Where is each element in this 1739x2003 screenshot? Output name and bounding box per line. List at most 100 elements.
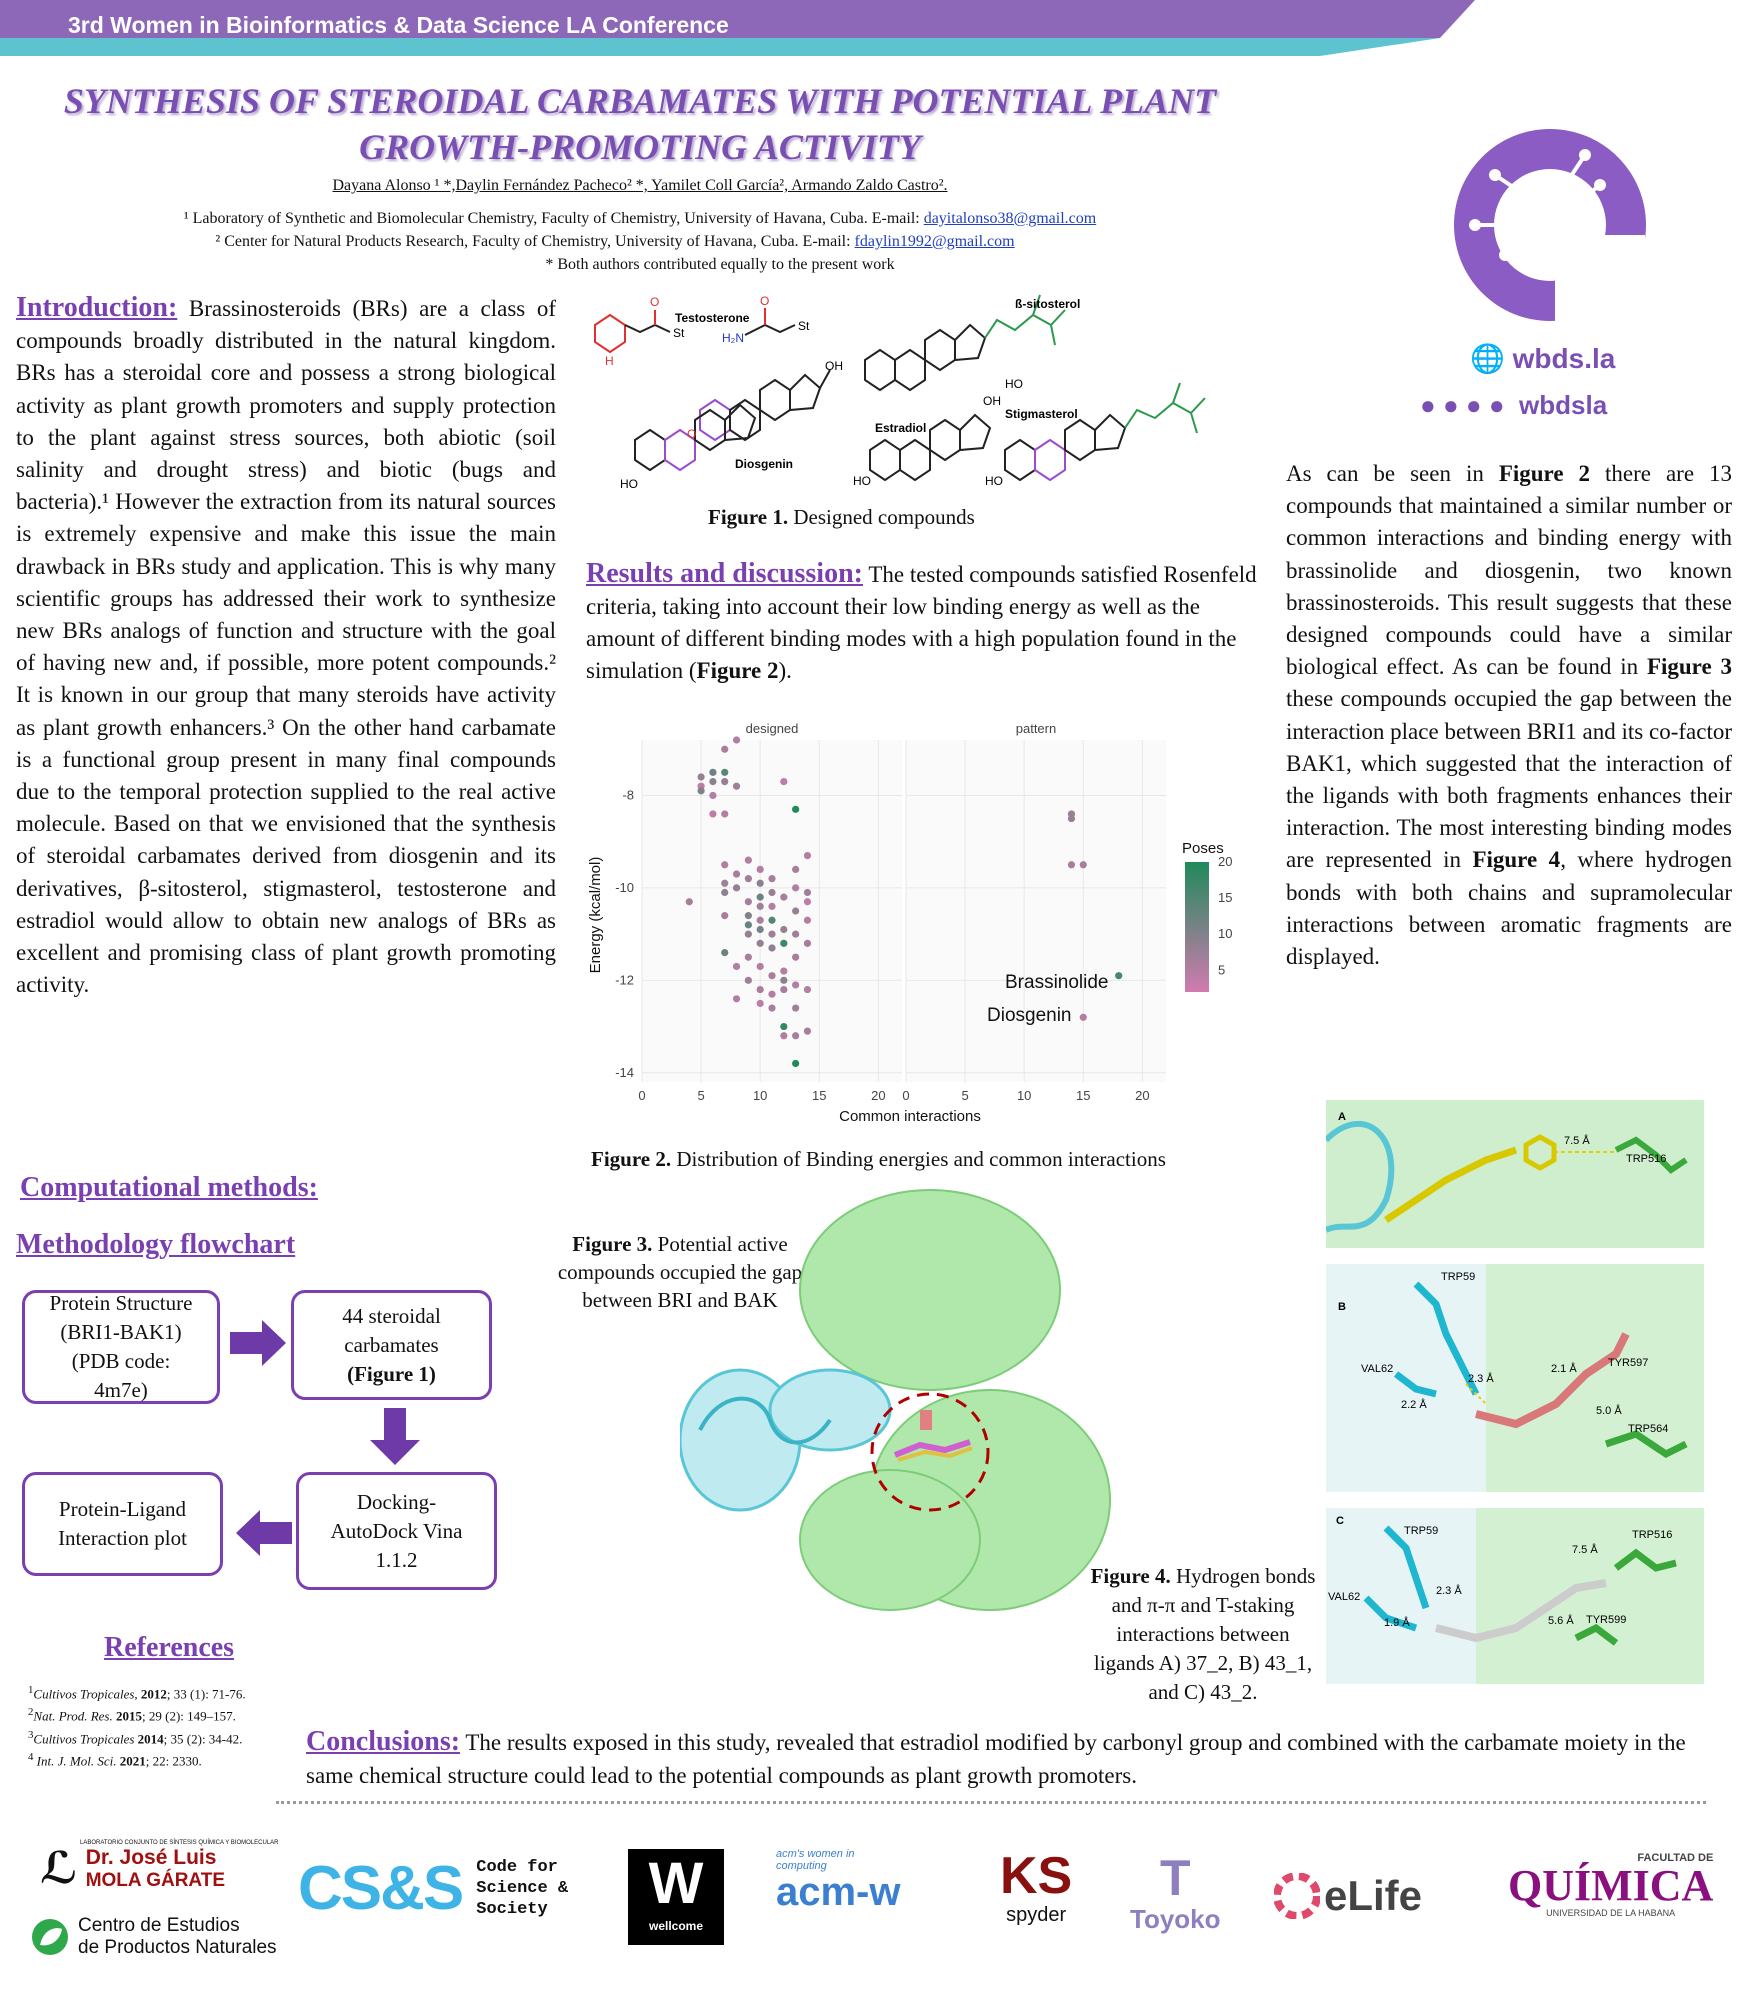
x-tick-label: 5 xyxy=(697,1088,704,1103)
svg-text:1.9 Å: 1.9 Å xyxy=(1384,1616,1410,1629)
panel-designed-bg xyxy=(642,740,902,1082)
svg-text:TRP59: TRP59 xyxy=(1404,1525,1438,1537)
divider xyxy=(276,1801,1706,1804)
data-point xyxy=(792,805,800,813)
data-point xyxy=(685,898,693,906)
svg-text:OH: OH xyxy=(825,359,843,373)
data-point xyxy=(1079,1013,1087,1021)
globe-icon: 🌐 xyxy=(1470,343,1505,374)
figure-2-caption: Figure 2. Distribution of Binding energi… xyxy=(591,1147,1166,1171)
data-point xyxy=(792,1004,800,1012)
data-point xyxy=(732,884,741,892)
data-point xyxy=(780,925,788,934)
svg-text:A: A xyxy=(1338,1111,1346,1123)
data-point xyxy=(768,888,776,897)
references-list: 1Cultivos Tropicales, 2012; 33 (1): 71-7… xyxy=(28,1681,246,1770)
facebook-icon: ● xyxy=(1442,390,1459,420)
email-link-1[interactable]: dayitalonso38@gmail.com xyxy=(923,210,1097,227)
conference-name: 3rd Women in Bioinformatics & Data Scien… xyxy=(68,12,729,38)
elife-icon xyxy=(1274,1873,1320,1919)
wbds-website[interactable]: 🌐 wbds.la xyxy=(1470,343,1616,374)
y-tick-label: -14 xyxy=(615,1065,634,1080)
legend-tick-label: 10 xyxy=(1218,926,1232,941)
data-point xyxy=(721,861,729,869)
svg-text:HO: HO xyxy=(985,474,1003,488)
data-point xyxy=(709,791,717,800)
legend-colorbar xyxy=(1185,862,1209,992)
data-point xyxy=(721,888,729,897)
data-point xyxy=(792,865,800,874)
annotation-brassinolide: Brassinolide xyxy=(1005,972,1109,993)
chart-grid xyxy=(641,740,1166,1082)
title-line-2: GROWTH-PROMOTING ACTIVITY xyxy=(359,127,921,167)
svg-text:7.5 Å: 7.5 Å xyxy=(1564,1134,1590,1147)
data-point xyxy=(780,893,788,901)
email-link-2[interactable]: fdaylin1992@gmail.com xyxy=(854,233,1015,250)
data-point xyxy=(756,925,764,934)
panel-label-designed: designed xyxy=(746,721,799,736)
affiliation-1: ¹ Laboratory of Synthetic and Biomolecul… xyxy=(183,210,1097,227)
data-point xyxy=(721,768,729,776)
svg-text:Stigmasterol: Stigmasterol xyxy=(1005,407,1078,421)
data-point xyxy=(803,916,812,924)
data-point xyxy=(709,810,717,818)
svg-text:HO: HO xyxy=(853,474,871,488)
data-point xyxy=(732,870,741,878)
data-point xyxy=(744,930,752,938)
results-section: Results and discussion: The tested compo… xyxy=(586,558,1257,683)
x-tick-label: 20 xyxy=(1135,1088,1149,1103)
svg-text:OH: OH xyxy=(983,394,1001,408)
data-point xyxy=(780,1032,788,1040)
svg-text:O: O xyxy=(687,427,696,441)
svg-text:St: St xyxy=(673,326,685,340)
x-tick-label: 5 xyxy=(961,1088,968,1103)
arrow-right-icon xyxy=(230,1320,286,1366)
references-heading: References xyxy=(104,1632,235,1663)
data-point xyxy=(792,1032,800,1040)
data-point xyxy=(803,939,812,947)
arrow-down-icon xyxy=(370,1408,420,1465)
logo-mola-garate: LABORATORIO CONJUNTO DE SÍNTESIS QUÍMICA… xyxy=(40,1840,279,1893)
data-point xyxy=(697,787,705,795)
svg-text:TRP59: TRP59 xyxy=(1441,1271,1475,1283)
x-tick-label: 10 xyxy=(753,1088,767,1103)
data-point xyxy=(756,902,764,910)
logo-wellcome: W wellcome xyxy=(628,1849,724,1945)
y-axis-label: Energy (kcal/mol) xyxy=(587,857,604,974)
svg-text:Estradiol: Estradiol xyxy=(875,421,926,435)
data-point xyxy=(697,773,705,781)
figure-2-chart: 0 5 10 15 20 0 5 10 15 20 -8 -10 -12 -14 designed pat… xyxy=(587,721,1232,1125)
logo-css: CS&S Code for Science & Society xyxy=(298,1854,569,1923)
svg-text:HO: HO xyxy=(620,477,638,491)
reference-2: 2Nat. Prod. Res. 2015; 29 (2): 149–157. xyxy=(28,1706,236,1724)
svg-text:St: St xyxy=(798,319,810,333)
figure-3-protein xyxy=(680,1189,1111,1611)
data-point xyxy=(792,981,800,989)
data-point xyxy=(768,1004,776,1012)
data-point xyxy=(744,856,752,864)
svg-text:2.3 Å: 2.3 Å xyxy=(1436,1584,1462,1597)
data-point xyxy=(744,953,752,961)
svg-text:2.1 Å: 2.1 Å xyxy=(1551,1362,1577,1375)
data-point xyxy=(744,921,752,929)
data-point xyxy=(1067,861,1076,869)
wbds-social[interactable]: ● ● ● ● wbdsla xyxy=(1420,390,1608,420)
reference-4: 4 Int. J. Mol. Sci. 2021; 22: 2330. xyxy=(28,1750,202,1769)
affiliation-note: * Both authors contributed equally to th… xyxy=(545,256,895,273)
wbds-logo xyxy=(1454,129,1646,345)
svg-text:TYR599: TYR599 xyxy=(1586,1614,1626,1626)
data-point xyxy=(721,879,729,887)
svg-text:ß-sitosterol: ß-sitosterol xyxy=(1015,297,1080,311)
panel-pattern-bg xyxy=(906,740,1166,1082)
data-point xyxy=(803,851,812,860)
y-tick-label: -12 xyxy=(615,972,634,987)
svg-text:5.0 Å: 5.0 Å xyxy=(1596,1404,1622,1417)
figure-1-caption: Figure 1. Designed compounds xyxy=(708,505,975,529)
data-point xyxy=(803,888,812,897)
legend-title: Poses xyxy=(1182,840,1224,857)
data-point xyxy=(768,916,776,924)
data-point xyxy=(756,893,764,901)
data-point xyxy=(744,976,752,984)
logo-spyder: KS spyder xyxy=(1000,1847,1073,1926)
data-point xyxy=(792,953,800,961)
